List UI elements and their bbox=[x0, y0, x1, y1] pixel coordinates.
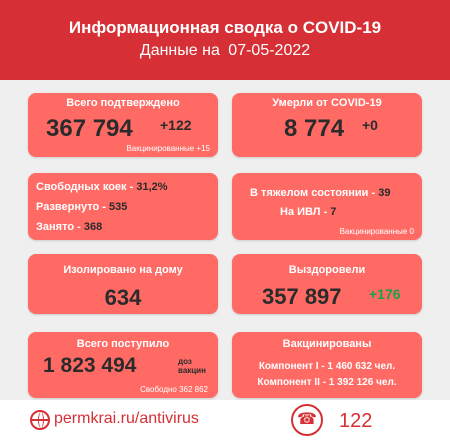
beds-occupied-label: Занято bbox=[36, 221, 75, 233]
beds-deployed-line: Развернуто - 535 bbox=[36, 201, 128, 213]
confirmed-delta: +122 bbox=[160, 117, 192, 133]
beds-deployed-value: 535 bbox=[109, 201, 128, 213]
recovered-delta: +176 bbox=[369, 286, 401, 302]
deaths-label: Умерли от COVID-19 bbox=[272, 97, 382, 109]
vaccinated-comp1: Компонент I - 1 460 632 чел. bbox=[258, 361, 396, 372]
beds-deployed-label: Развернуто bbox=[36, 201, 100, 213]
recovered-value: 357 897 bbox=[262, 284, 342, 309]
phone-number[interactable]: 122 bbox=[339, 410, 373, 432]
doses-free-note: Свободно 362 862 bbox=[140, 385, 208, 394]
page-title: Информационная сводка о COVID-19 bbox=[68, 18, 382, 37]
recovered-label: Выздоровели bbox=[288, 264, 366, 276]
beds-occupied-line: Занято - 368 bbox=[36, 221, 103, 233]
confirmed-label: Всего подтверждено bbox=[66, 97, 180, 109]
beds-free-value: 31,2% bbox=[136, 181, 168, 193]
doses-label: Всего поступило bbox=[76, 338, 170, 350]
card-home-isolation: Изолировано на дому 634 bbox=[28, 254, 218, 314]
confirmed-value: 367 794 bbox=[46, 115, 133, 142]
beds-free-line: Свободных коек - 31,2% bbox=[36, 181, 168, 193]
severe-value: 39 bbox=[378, 187, 391, 199]
severe-label: В тяжелом состоянии bbox=[250, 187, 369, 199]
card-recovered: Выздоровели 357 897 +176 bbox=[232, 254, 422, 314]
deaths-delta: +0 bbox=[362, 117, 378, 133]
header: Информационная сводка о COVID-19 Данные … bbox=[0, 0, 450, 80]
doses-unit-line1: доз bbox=[178, 357, 192, 366]
doses-value: 1 823 494 bbox=[43, 354, 137, 377]
confirmed-vaccinated-note: Вакцинированные +15 bbox=[126, 144, 210, 153]
card-vaccinated: Вакцинированы Компонент I - 1 460 632 че… bbox=[232, 332, 422, 398]
card-doses-received: Всего поступило 1 823 494 доз вакцин Сво… bbox=[28, 332, 218, 398]
severe-line: В тяжелом состоянии - 39 bbox=[250, 187, 391, 199]
doses-unit: доз вакцин bbox=[178, 357, 206, 375]
footer bbox=[0, 400, 450, 440]
card-confirmed: Всего подтверждено 367 794 +122 Вакцинир… bbox=[28, 93, 218, 157]
ivl-label: На ИВЛ bbox=[280, 206, 321, 218]
severe-vaccinated-note: Вакцинированные 0 bbox=[339, 227, 414, 236]
vaccinated-label: Вакцинированы bbox=[282, 338, 372, 350]
beds-occupied-value: 368 bbox=[83, 221, 103, 233]
deaths-value: 8 774 bbox=[284, 115, 345, 142]
subtitle-prefix: Данные на bbox=[139, 42, 220, 59]
card-beds: Свободных коек - 31,2% Развернуто - 535 … bbox=[28, 173, 218, 240]
home-isolation-value: 634 bbox=[104, 285, 142, 310]
page-subtitle: Данные на 07-05-2022 bbox=[0, 42, 450, 60]
report-date: 07-05-2022 bbox=[228, 42, 311, 59]
doses-unit-line2: вакцин bbox=[178, 366, 206, 375]
website-link[interactable]: permkrai.ru/antivirus bbox=[54, 410, 199, 427]
vaccinated-comp2: Компонент II - 1 392 126 чел. bbox=[257, 377, 397, 388]
ivl-value: 7 bbox=[330, 206, 337, 218]
beds-free-label: Свободных коек bbox=[36, 181, 127, 193]
home-isolation-label: Изолировано на дому bbox=[63, 264, 183, 276]
card-severe: В тяжелом состоянии - 39 На ИВЛ - 7 Вакц… bbox=[232, 173, 422, 240]
globe-icon bbox=[30, 410, 50, 430]
ivl-line: На ИВЛ - 7 bbox=[280, 206, 337, 218]
card-deaths: Умерли от COVID-19 8 774 +0 bbox=[232, 93, 422, 157]
phone-icon: ☎ bbox=[291, 404, 323, 436]
